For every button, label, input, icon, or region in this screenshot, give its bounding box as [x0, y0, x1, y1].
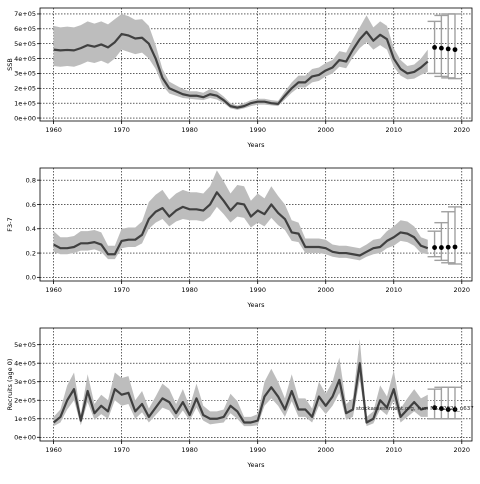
y-tick-label: 3e+05 [14, 70, 36, 78]
forecast-2019 [447, 13, 462, 80]
plot-frame [39, 167, 473, 282]
x-axis-label: Years [246, 301, 265, 309]
chart-panel-3: 1960 1970 1980 1990 2000 2010 2020 0e+00 1e+05 2e… [6, 327, 474, 469]
y-tick-label: 0e+00 [14, 114, 36, 122]
plot-frame [39, 327, 473, 442]
x-tick-label: 1990 [249, 126, 266, 134]
forecast-point [432, 245, 437, 250]
median-line [53, 30, 429, 109]
x-axis-label: Years [246, 461, 265, 469]
forecast-2017 [434, 221, 449, 262]
x-tick-label: 1960 [45, 446, 62, 454]
y-tick-label: 1e+05 [14, 415, 36, 423]
x-tick-label: 2000 [317, 126, 334, 134]
y-tick-label: 2e+05 [14, 85, 36, 93]
confidence-band [53, 170, 428, 261]
y-tick-label: 7e+05 [14, 10, 36, 18]
forecast-point [452, 244, 458, 250]
y-tick-label: 4e+05 [14, 359, 36, 367]
x-tick-label: 1970 [113, 446, 130, 454]
chart-panel-2: 1960 1970 1980 1990 2000 2010 2020 0.0 0.2 0.4 0.6… [6, 167, 473, 309]
forecast-2018 [441, 386, 456, 420]
x-tick-label: 1970 [113, 126, 130, 134]
y-tick-label: 5e+05 [14, 341, 36, 349]
run-note: stockassessment.org, run: NS...2021_n637 [356, 406, 474, 412]
x-tick-label: 1960 [45, 286, 62, 294]
y-tick-label: 1e+05 [14, 99, 36, 107]
plot-frame [39, 7, 473, 122]
y-tick-label: 3e+05 [14, 378, 36, 386]
forecast-point [452, 407, 458, 412]
forecast-point [445, 46, 451, 52]
x-tick-label: 1990 [249, 446, 266, 454]
median-line [52, 362, 429, 424]
x-tick-label: 1980 [181, 126, 198, 134]
forecast-2016 [427, 230, 442, 258]
y-tick-label: 0e+00 [14, 434, 36, 442]
forecast-2019 [447, 386, 462, 420]
x-tick-label: 2020 [454, 446, 471, 454]
forecast-point [438, 406, 444, 411]
forecast-2018 [441, 211, 456, 264]
x-axis-label: Years [246, 141, 265, 149]
y-tick-label: 0.0 [26, 274, 36, 282]
y-tick-label: 0.4 [26, 225, 36, 233]
y-axis-label: SSB [6, 58, 14, 71]
forecast-point [445, 244, 451, 250]
x-tick-label: 2010 [385, 446, 402, 454]
forecast-point [432, 405, 437, 411]
y-tick-label: 5e+05 [14, 40, 36, 48]
forecast-point [438, 45, 444, 51]
y-tick-label: 0.8 [26, 176, 36, 184]
y-axis-label: F3-7 [6, 217, 14, 231]
x-tick-label: 1970 [113, 286, 130, 294]
x-tick-label: 1980 [181, 286, 198, 294]
x-tick-label: 2000 [317, 446, 334, 454]
forecast-2016 [427, 388, 442, 420]
forecast-2017 [434, 14, 449, 78]
chart-panel-1: 1960 1970 1980 1990 2000 2010 2020 0e+00 1e+05 2e… [6, 7, 473, 149]
y-axis-label: Recruits (age 0) [6, 359, 14, 411]
forecast-2016 [427, 20, 442, 75]
x-tick-label: 2010 [385, 286, 402, 294]
y-tick-label: 0.2 [26, 249, 36, 257]
median-line [53, 191, 429, 257]
forecast-point [438, 245, 444, 250]
x-tick-label: 2000 [317, 286, 334, 294]
confidence-band [53, 13, 428, 110]
forecast-2019 [447, 206, 462, 265]
y-tick-label: 4e+05 [14, 55, 36, 63]
forecast-2017 [434, 386, 449, 420]
x-tick-label: 2010 [385, 126, 402, 134]
confidence-band [53, 339, 428, 427]
forecast-point [432, 45, 437, 50]
x-tick-label: 2020 [454, 126, 471, 134]
y-tick-label: 2e+05 [14, 397, 36, 405]
x-tick-label: 1990 [249, 286, 266, 294]
y-tick-label: 0.6 [26, 201, 36, 209]
forecast-2018 [441, 13, 456, 79]
x-tick-label: 1980 [181, 446, 198, 454]
forecast-point [452, 47, 458, 53]
x-tick-label: 2020 [454, 286, 471, 294]
y-tick-label: 6e+05 [14, 25, 36, 33]
x-tick-label: 1960 [45, 126, 62, 134]
forecast-point [445, 407, 451, 412]
